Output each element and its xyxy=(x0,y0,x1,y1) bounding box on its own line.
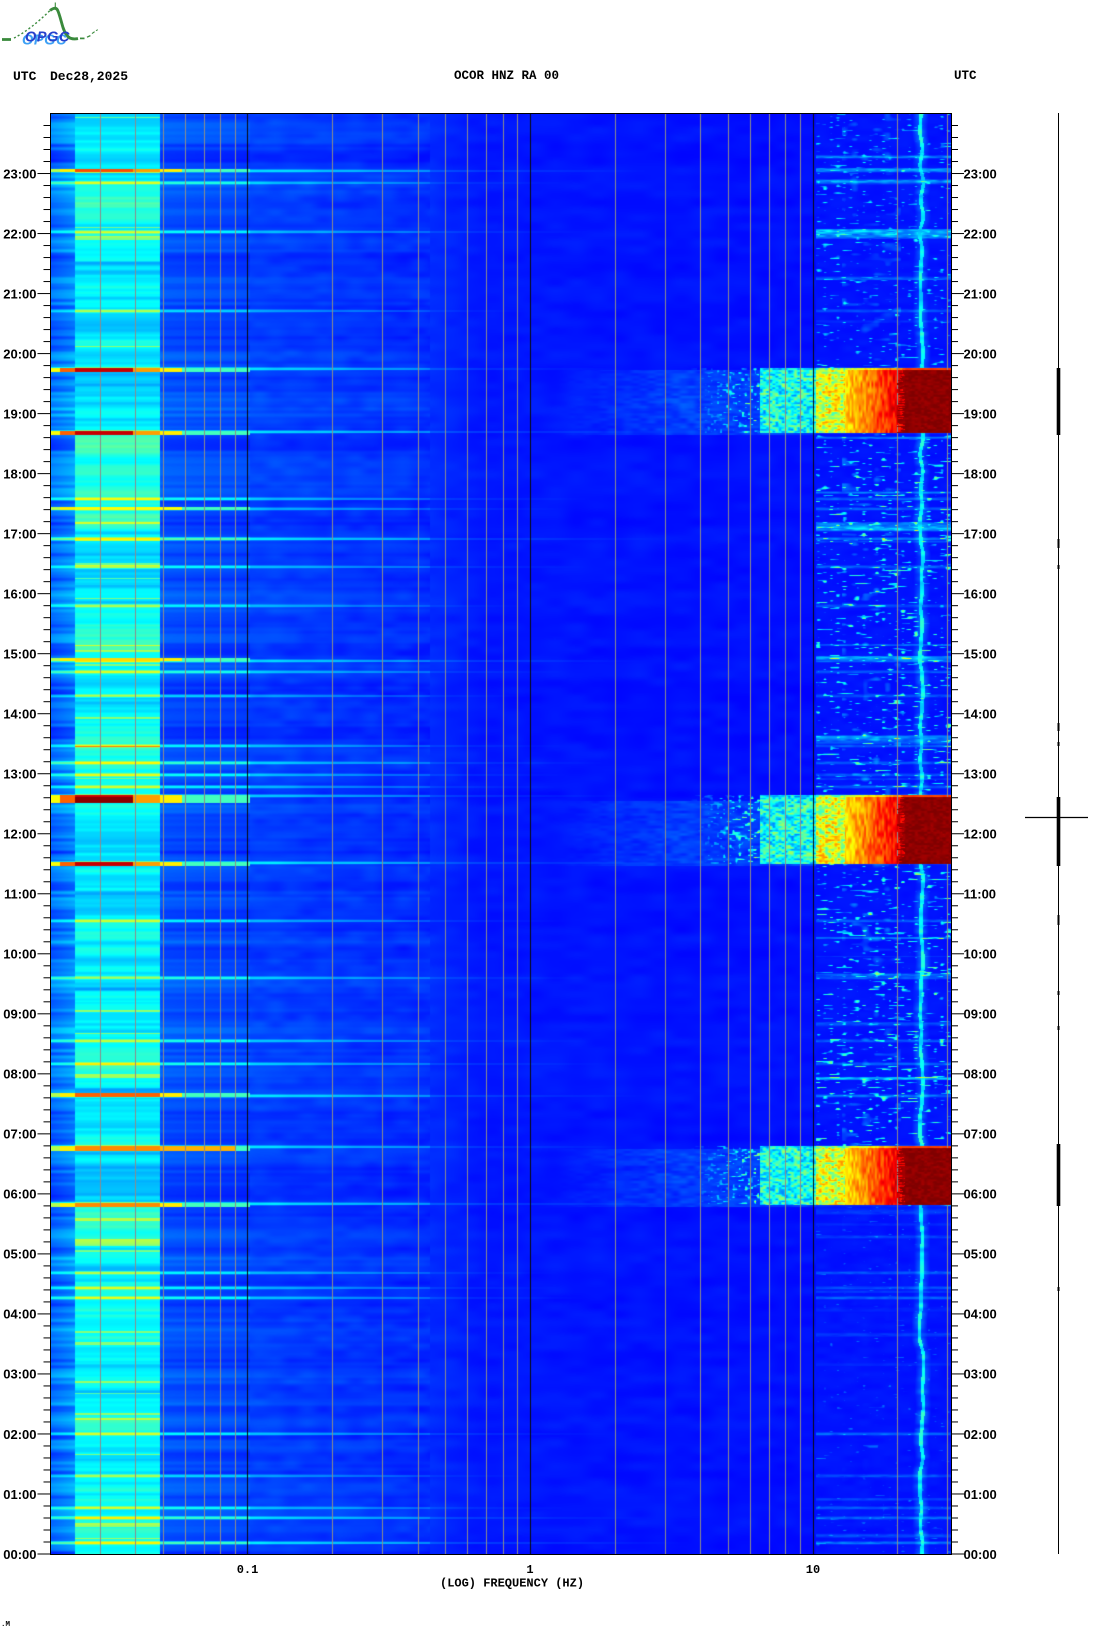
svg-text:04:00: 04:00 xyxy=(964,1307,997,1322)
svg-text:14:00: 14:00 xyxy=(964,707,997,722)
svg-text:UTC: UTC xyxy=(13,69,37,84)
svg-text:10: 10 xyxy=(806,1563,820,1577)
svg-text:10:00: 10:00 xyxy=(3,947,36,962)
svg-text:UTC: UTC xyxy=(954,69,977,83)
svg-text:02:00: 02:00 xyxy=(3,1427,36,1442)
svg-text:21:00: 21:00 xyxy=(3,286,36,301)
svg-text:00:00: 00:00 xyxy=(3,1547,36,1562)
svg-text:07:00: 07:00 xyxy=(3,1127,36,1142)
svg-text:OPGC: OPGC xyxy=(22,33,67,49)
svg-text:0.1: 0.1 xyxy=(237,1563,259,1577)
svg-text:15:00: 15:00 xyxy=(3,646,36,661)
svg-text:23:00: 23:00 xyxy=(964,166,997,181)
svg-text:16:00: 16:00 xyxy=(964,586,997,601)
svg-text:11:00: 11:00 xyxy=(4,887,37,902)
svg-text:09:00: 09:00 xyxy=(964,1007,997,1022)
svg-text:22:00: 22:00 xyxy=(3,226,36,241)
svg-text:18:00: 18:00 xyxy=(964,466,997,481)
svg-text:17:00: 17:00 xyxy=(964,526,997,541)
svg-text:08:00: 08:00 xyxy=(3,1067,36,1082)
svg-text:16:00: 16:00 xyxy=(3,586,36,601)
svg-text:.M: .M xyxy=(1,1621,11,1629)
svg-text:05:00: 05:00 xyxy=(3,1247,36,1262)
svg-text:06:00: 06:00 xyxy=(964,1187,997,1202)
svg-text:05:00: 05:00 xyxy=(964,1247,997,1262)
svg-text:21:00: 21:00 xyxy=(964,286,997,301)
svg-text:01:00: 01:00 xyxy=(964,1487,997,1502)
svg-text:20:00: 20:00 xyxy=(964,346,997,361)
svg-text:OPGC: OPGC xyxy=(25,30,70,46)
svg-text:13:00: 13:00 xyxy=(3,767,36,782)
svg-text:22:00: 22:00 xyxy=(964,226,997,241)
svg-text:02:00: 02:00 xyxy=(964,1427,997,1442)
svg-text:18:00: 18:00 xyxy=(3,466,36,481)
svg-text:12:00: 12:00 xyxy=(3,827,36,842)
svg-text:23:00: 23:00 xyxy=(3,166,36,181)
svg-text:1: 1 xyxy=(526,1563,533,1577)
svg-text:13:00: 13:00 xyxy=(964,767,997,782)
svg-text:OCOR HNZ RA 00: OCOR HNZ RA 00 xyxy=(454,69,559,83)
svg-text:00:00: 00:00 xyxy=(964,1547,997,1562)
svg-text:Dec28,2025: Dec28,2025 xyxy=(50,69,128,84)
svg-text:(LOG) FREQUENCY (HZ): (LOG) FREQUENCY (HZ) xyxy=(440,1577,584,1591)
svg-text:14:00: 14:00 xyxy=(3,707,36,722)
svg-text:15:00: 15:00 xyxy=(964,646,997,661)
svg-text:03:00: 03:00 xyxy=(3,1367,36,1382)
svg-text:19:00: 19:00 xyxy=(3,406,36,421)
svg-text:19:00: 19:00 xyxy=(964,406,997,421)
svg-text:07:00: 07:00 xyxy=(964,1127,997,1142)
svg-text:11:00: 11:00 xyxy=(964,887,997,902)
svg-text:01:00: 01:00 xyxy=(3,1487,36,1502)
svg-text:17:00: 17:00 xyxy=(3,526,36,541)
svg-text:10:00: 10:00 xyxy=(964,947,997,962)
svg-text:09:00: 09:00 xyxy=(3,1007,36,1022)
svg-text:12:00: 12:00 xyxy=(964,827,997,842)
svg-text:03:00: 03:00 xyxy=(964,1367,997,1382)
svg-text:04:00: 04:00 xyxy=(3,1307,36,1322)
svg-text:08:00: 08:00 xyxy=(964,1067,997,1082)
svg-text:06:00: 06:00 xyxy=(3,1187,36,1202)
svg-text:20:00: 20:00 xyxy=(3,346,36,361)
